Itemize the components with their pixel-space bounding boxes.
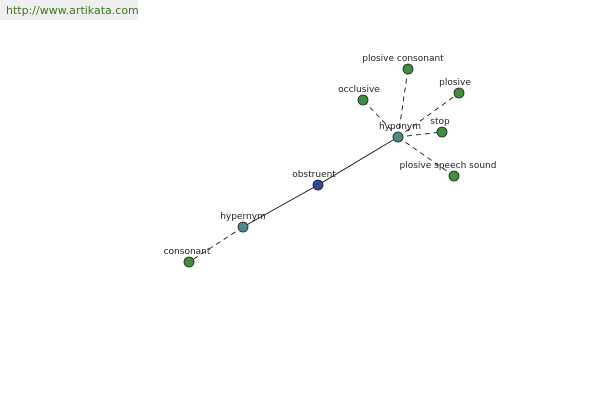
node[interactable]	[357, 94, 369, 106]
node-label: occlusive	[338, 85, 380, 95]
node-label: hyponym	[379, 122, 421, 132]
node-label: stop	[430, 117, 450, 127]
edge	[397, 92, 460, 138]
node-label: hypernym	[220, 212, 266, 222]
edge	[242, 184, 319, 228]
node[interactable]	[448, 170, 460, 182]
site-url[interactable]: http://www.artikata.com	[6, 4, 139, 17]
edge	[397, 131, 443, 138]
header-bar: http://www.artikata.com	[0, 0, 139, 20]
node[interactable]	[453, 87, 465, 99]
node-label: consonant	[164, 247, 211, 257]
node[interactable]	[392, 131, 404, 143]
edge	[397, 136, 455, 177]
node-label: obstruent	[292, 170, 336, 180]
node[interactable]	[312, 179, 324, 191]
node-label: plosive	[439, 78, 471, 88]
node-label: plosive consonant	[362, 54, 444, 64]
node-label: plosive speech sound	[400, 161, 497, 171]
edge	[317, 136, 399, 186]
node[interactable]	[183, 256, 195, 268]
edge	[188, 226, 244, 263]
edge	[397, 68, 409, 138]
node[interactable]	[402, 63, 414, 75]
node[interactable]	[436, 126, 448, 138]
node[interactable]	[237, 221, 249, 233]
